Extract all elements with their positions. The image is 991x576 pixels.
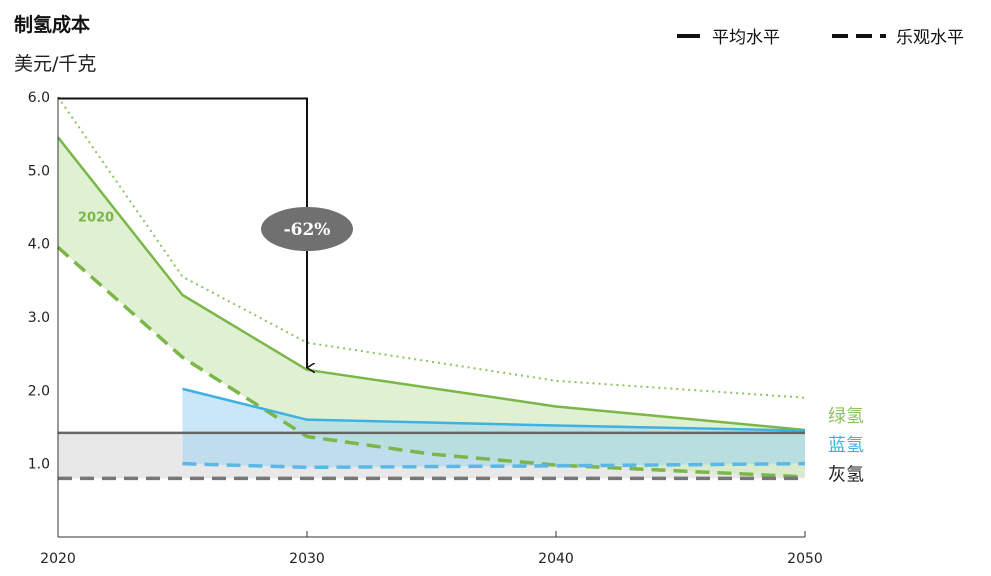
x-tick-label-2: 2040	[538, 551, 574, 567]
legend-label-optimistic: 乐观水平	[896, 28, 964, 48]
legend-label-average: 平均水平	[712, 28, 780, 48]
blue-hydrogen-band	[182, 388, 805, 468]
y-tick-label-4: 2.0	[28, 383, 50, 399]
series-line-2	[56, 246, 806, 479]
x-tick-label-1: 2030	[289, 551, 325, 567]
reduction-badge-text: -62%	[284, 220, 331, 240]
y-axis-unit-label: 美元/千克	[14, 53, 97, 75]
y-tick-label-1: 5.0	[28, 163, 50, 179]
green-hydrogen-band	[58, 137, 805, 477]
series-label-1: 蓝氢	[828, 435, 864, 456]
y-tick-label-3: 3.0	[28, 310, 50, 326]
x-tick-label-3: 2050	[787, 551, 823, 567]
y-tick-label-2: 4.0	[28, 237, 50, 253]
x-tick-label-0: 2020	[40, 551, 76, 567]
series-label-0: 绿氢	[828, 406, 864, 427]
y-tick-label-0: 6.0	[28, 90, 50, 106]
chart-title: 制氢成本	[14, 14, 91, 36]
year-2020-label: 2020	[78, 211, 114, 226]
series-label-2: 灰氢	[828, 465, 864, 486]
y-tick-label-5: 1.0	[28, 457, 50, 473]
reduction-arrow	[58, 97, 307, 367]
series-line-1	[57, 96, 806, 399]
reduction-badge	[261, 207, 353, 251]
series-line-4	[182, 461, 806, 470]
series-line-3	[182, 387, 806, 432]
